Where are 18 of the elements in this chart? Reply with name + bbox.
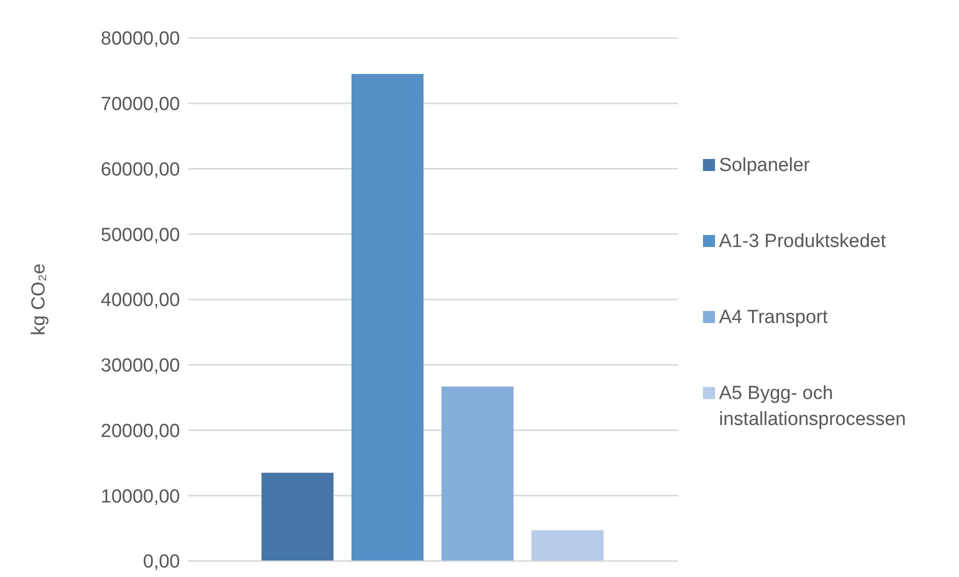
y-tick-label: 80000,00 [100, 28, 180, 50]
y-axis-title: kg CO₂e [28, 264, 50, 336]
y-tick-label: 0,00 [143, 552, 180, 573]
y-tick-label: 30000,00 [100, 356, 180, 377]
bar [442, 386, 514, 561]
bar [352, 74, 424, 561]
bar [532, 530, 604, 561]
legend-label: A1-3 Produktskedet [719, 230, 886, 254]
legend-label: A5 Bygg- och installationsprocessen [719, 382, 907, 432]
legend-label: Solpaneler [719, 154, 810, 178]
legend-label: A4 Transport [719, 306, 828, 330]
y-tick-label: 20000,00 [100, 420, 180, 442]
y-tick-label: 50000,00 [100, 224, 180, 246]
y-tick-label: 70000,00 [100, 94, 180, 116]
y-tick-label: 60000,00 [100, 159, 180, 180]
y-tick-label: 40000,00 [100, 290, 180, 312]
bar [262, 472, 334, 561]
y-tick-label: 10000,00 [100, 486, 180, 508]
